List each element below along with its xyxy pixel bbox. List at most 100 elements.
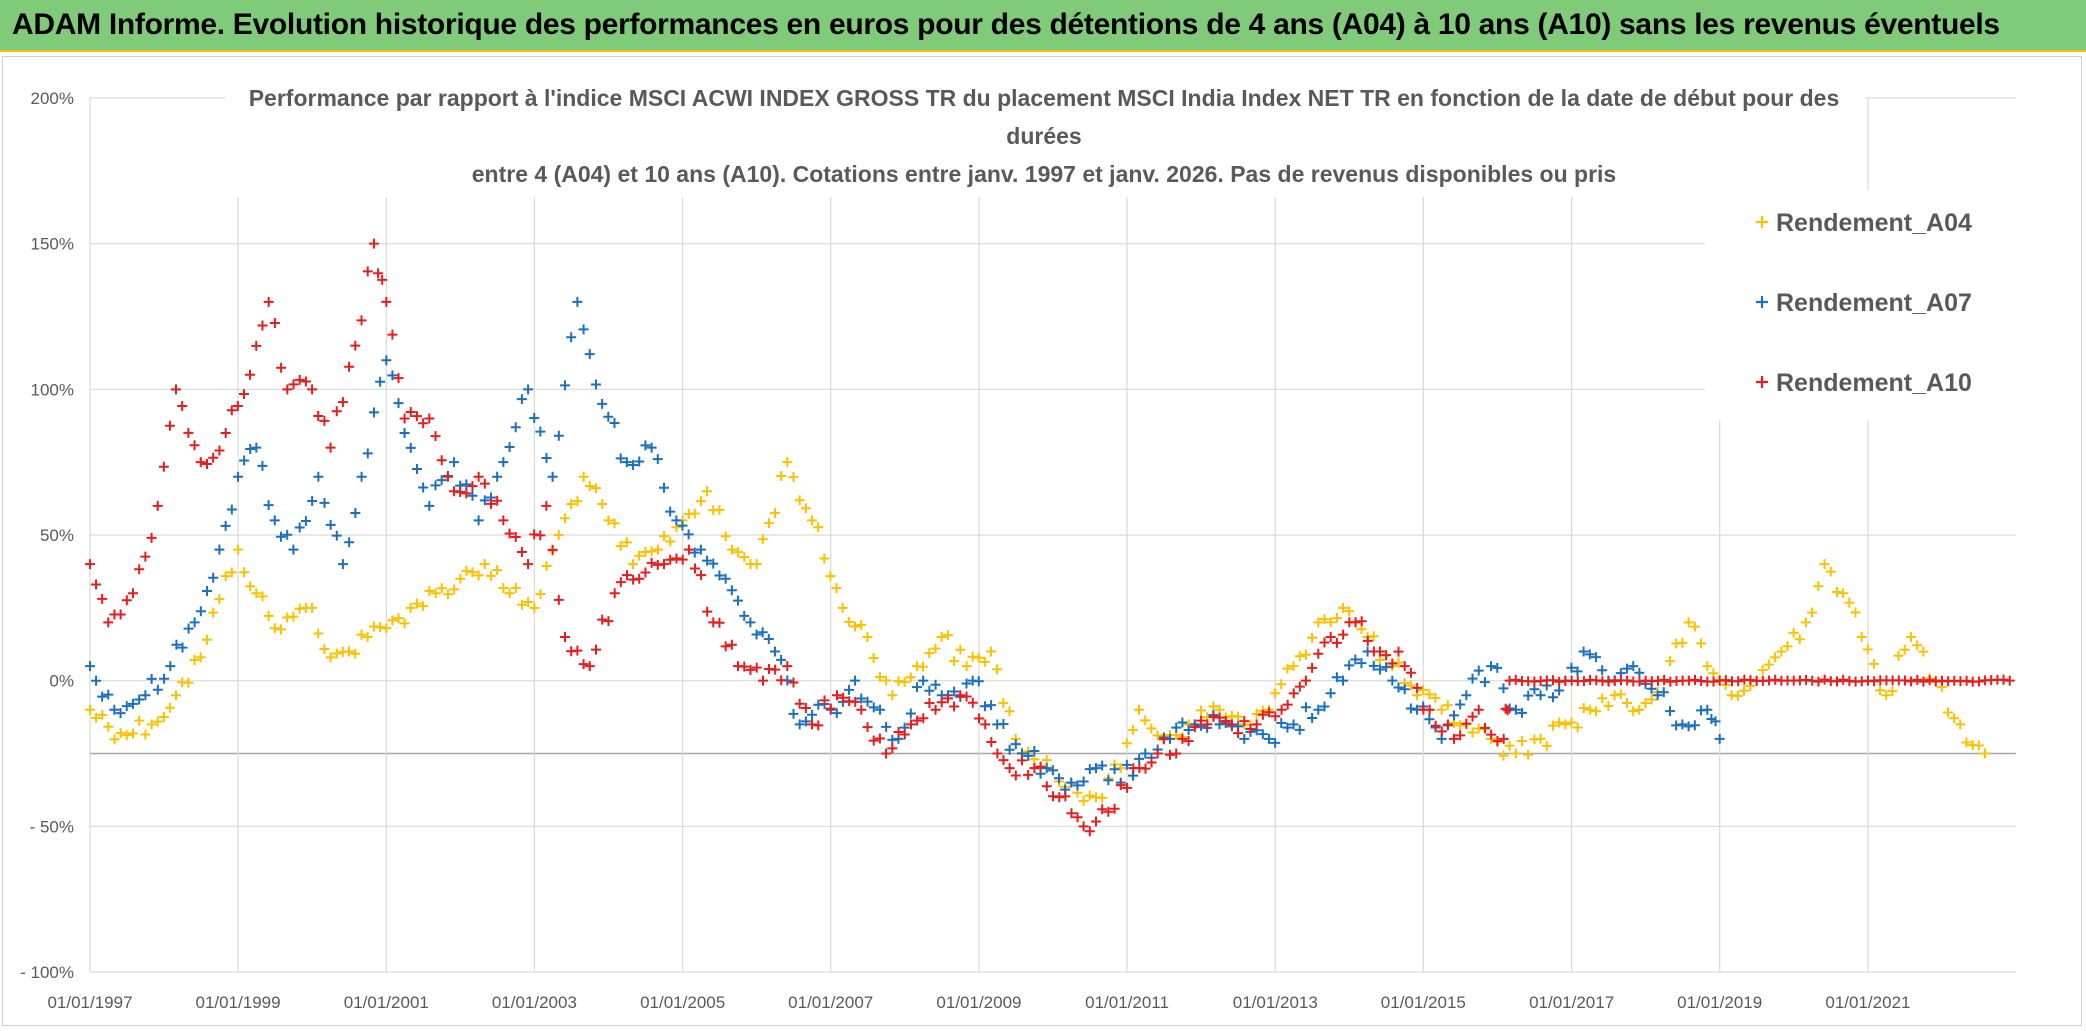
data-point bbox=[1424, 704, 1435, 715]
data-point bbox=[541, 452, 552, 463]
data-point bbox=[1294, 651, 1305, 662]
data-point bbox=[164, 702, 175, 713]
data-point bbox=[689, 547, 700, 558]
data-point bbox=[1127, 724, 1138, 735]
data-point bbox=[1825, 566, 1836, 577]
data-point bbox=[1029, 763, 1040, 774]
data-point bbox=[887, 743, 898, 754]
data-point bbox=[1152, 730, 1163, 741]
data-point bbox=[1121, 738, 1132, 749]
data-point bbox=[690, 563, 701, 574]
data-point bbox=[949, 701, 960, 712]
data-point bbox=[381, 623, 392, 634]
data-point bbox=[455, 487, 466, 498]
data-point bbox=[850, 696, 861, 707]
data-point bbox=[430, 480, 441, 491]
data-point bbox=[399, 413, 410, 424]
data-point bbox=[1973, 740, 1984, 751]
data-point bbox=[103, 617, 114, 628]
data-point bbox=[726, 585, 737, 596]
data-point bbox=[553, 530, 564, 540]
data-point bbox=[257, 460, 268, 471]
data-point bbox=[344, 646, 355, 657]
data-point bbox=[683, 544, 694, 555]
data-point bbox=[356, 315, 367, 326]
data-point bbox=[986, 736, 997, 747]
data-point bbox=[739, 661, 750, 672]
data-point bbox=[813, 522, 824, 533]
data-point bbox=[1448, 710, 1459, 721]
data-point bbox=[739, 552, 750, 563]
data-point bbox=[924, 685, 935, 696]
data-point bbox=[1807, 607, 1818, 618]
data-point bbox=[1578, 646, 1589, 657]
data-point bbox=[967, 697, 978, 708]
data-point bbox=[1233, 728, 1244, 739]
data-point bbox=[726, 544, 737, 555]
data-point bbox=[949, 686, 960, 697]
data-point bbox=[1659, 674, 1670, 685]
x-tick-label: 01/01/2021 bbox=[1825, 993, 1910, 1012]
data-point bbox=[171, 639, 182, 650]
data-point bbox=[1282, 699, 1293, 710]
data-point bbox=[733, 547, 744, 558]
data-point bbox=[233, 544, 244, 555]
data-point bbox=[714, 570, 725, 581]
data-point bbox=[245, 581, 256, 592]
data-point bbox=[936, 697, 947, 708]
data-point bbox=[788, 472, 799, 483]
data-point bbox=[1387, 675, 1398, 686]
data-point bbox=[1622, 663, 1633, 674]
data-point bbox=[399, 618, 410, 629]
data-point bbox=[523, 559, 534, 570]
data-point bbox=[1307, 632, 1318, 643]
data-point bbox=[498, 582, 509, 593]
data-point bbox=[1171, 722, 1182, 733]
x-axis-ticks: 01/01/1997 01/01/1999 01/01/2001 01/01/2003… bbox=[47, 993, 1910, 1012]
data-point bbox=[961, 661, 972, 672]
data-point bbox=[1368, 631, 1379, 642]
data-point bbox=[233, 471, 244, 482]
data-point bbox=[714, 617, 725, 628]
data-point bbox=[1374, 664, 1385, 675]
data-point bbox=[405, 442, 416, 453]
data-point bbox=[597, 614, 608, 625]
data-point bbox=[603, 515, 614, 526]
data-point bbox=[887, 690, 898, 701]
data-point bbox=[628, 460, 639, 471]
data-point bbox=[794, 719, 805, 730]
data-point bbox=[1671, 720, 1682, 731]
data-point bbox=[985, 646, 996, 657]
data-point bbox=[800, 503, 811, 514]
data-point bbox=[1270, 688, 1281, 699]
data-point bbox=[405, 602, 416, 613]
data-point bbox=[1689, 720, 1700, 731]
data-point bbox=[430, 588, 441, 599]
data-point bbox=[924, 698, 935, 709]
data-point bbox=[788, 677, 799, 688]
data-point bbox=[924, 648, 935, 659]
data-point bbox=[140, 690, 151, 701]
data-point bbox=[1448, 733, 1459, 744]
data-point bbox=[788, 708, 799, 719]
data-point bbox=[356, 629, 367, 640]
data-point bbox=[288, 544, 299, 555]
data-point bbox=[1442, 700, 1453, 711]
data-point bbox=[677, 520, 688, 531]
data-point bbox=[195, 457, 206, 468]
data-point bbox=[251, 442, 262, 453]
data-point bbox=[479, 495, 490, 506]
data-point bbox=[1338, 629, 1349, 640]
legend-label: Rendement_A07 bbox=[1776, 289, 1972, 317]
data-point bbox=[1362, 635, 1373, 646]
data-point bbox=[276, 362, 287, 373]
data-point bbox=[695, 496, 706, 507]
data-point bbox=[307, 602, 318, 613]
data-point bbox=[1214, 712, 1225, 723]
data-point bbox=[782, 661, 793, 672]
data-point bbox=[356, 471, 367, 482]
data-point bbox=[183, 427, 194, 438]
data-point bbox=[411, 598, 422, 609]
data-point bbox=[1869, 676, 1880, 687]
data-point bbox=[411, 411, 422, 422]
